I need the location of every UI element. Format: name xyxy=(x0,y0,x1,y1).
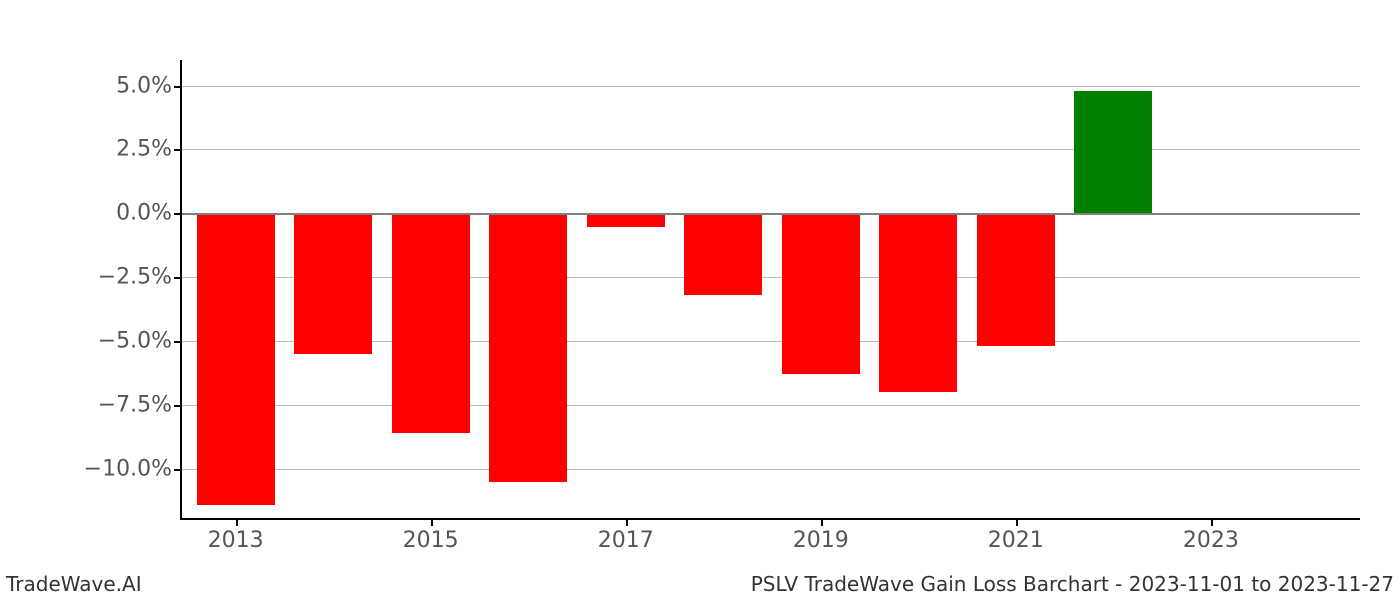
xtick-label: 2013 xyxy=(208,518,264,553)
ytick-label: −5.0% xyxy=(98,329,182,354)
gridline xyxy=(182,469,1360,470)
gridline xyxy=(182,86,1360,87)
ytick-label: 0.0% xyxy=(116,201,182,226)
xtick-label: 2017 xyxy=(598,518,654,553)
ytick-label: −2.5% xyxy=(98,265,182,290)
footer-right-caption: PSLV TradeWave Gain Loss Barchart - 2023… xyxy=(751,572,1394,596)
ytick-label: −10.0% xyxy=(84,456,182,481)
bar xyxy=(1074,91,1152,214)
chart-stage: { "chart": { "type": "bar", "plot": { "l… xyxy=(0,0,1400,600)
bar xyxy=(489,213,567,481)
ytick-label: −7.5% xyxy=(98,393,182,418)
zero-line xyxy=(182,213,1360,215)
bar xyxy=(392,213,470,433)
bar xyxy=(684,213,762,295)
xtick-label: 2023 xyxy=(1183,518,1239,553)
bar xyxy=(294,213,372,354)
xtick-label: 2015 xyxy=(403,518,459,553)
footer-left-credit: TradeWave.AI xyxy=(6,572,142,596)
xtick-label: 2021 xyxy=(988,518,1044,553)
bar xyxy=(977,213,1055,346)
gridline xyxy=(182,405,1360,406)
gridline xyxy=(182,149,1360,150)
bar xyxy=(879,213,957,392)
ytick-label: 5.0% xyxy=(116,73,182,98)
bar xyxy=(782,213,860,374)
plot-area: −10.0%−7.5%−5.0%−2.5%0.0%2.5%5.0%2013201… xyxy=(180,60,1360,520)
bar xyxy=(587,213,665,227)
bar xyxy=(197,213,275,504)
xtick-label: 2019 xyxy=(793,518,849,553)
ytick-label: 2.5% xyxy=(116,137,182,162)
